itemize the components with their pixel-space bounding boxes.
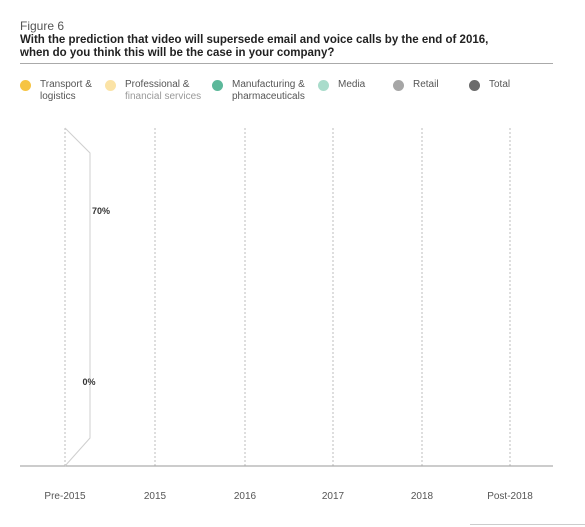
legend-label-transport-line2: logistics <box>40 91 76 102</box>
legend-item-professional: Professional & financial services <box>105 79 201 103</box>
legend-label-total: Total <box>489 79 511 90</box>
legend-item-media: Media <box>318 79 365 91</box>
legend-swatch-media <box>318 80 329 91</box>
chart-title: With the prediction that video will supe… <box>20 34 560 60</box>
chart-title-line-1: With the prediction that video will supe… <box>20 34 489 46</box>
x-tick-label-3: 2017 <box>322 491 345 502</box>
legend-item-transport: Transport & logistics <box>20 79 92 103</box>
legend-label-manufacturing-line1: Manufacturing & <box>232 79 305 90</box>
legend-swatch-retail <box>393 80 404 91</box>
page-bottom-rule <box>470 524 585 525</box>
legend-label-media: Media <box>338 79 366 90</box>
x-tick-label-5: Post-2018 <box>487 491 533 502</box>
series-transport-outline <box>64 127 91 467</box>
legend-label-professional-line1: Professional & <box>125 79 190 90</box>
legend-label-transport-line1: Transport & <box>40 79 92 90</box>
legend-label-professional-line2: financial services <box>125 91 202 102</box>
x-tick-label-4: 2018 <box>411 491 434 502</box>
data-label-70: 70% <box>92 206 110 216</box>
legend-swatch-total <box>469 80 480 91</box>
chart-title-line-2: when do you think this will be the case … <box>20 47 335 59</box>
legend-item-manufacturing: Manufacturing & pharmaceuticals <box>212 79 305 103</box>
x-tick-label-1: 2015 <box>144 491 167 502</box>
x-tick-label-0: Pre-2015 <box>44 491 86 502</box>
chart-legend: Transport & logistics Professional & fin… <box>0 0 585 110</box>
x-tick-label-2: 2016 <box>234 491 257 502</box>
legend-item-total: Total <box>469 79 510 91</box>
legend-swatch-transport <box>20 80 31 91</box>
data-label-0: 0% <box>82 377 95 387</box>
title-divider <box>20 63 553 64</box>
legend-swatch-professional <box>105 80 116 91</box>
figure-label: Figure 6 <box>20 19 65 33</box>
legend-label-retail: Retail <box>413 79 439 90</box>
legend-swatch-manufacturing <box>212 80 223 91</box>
legend-item-retail: Retail <box>393 79 439 91</box>
legend-label-manufacturing-line2: pharmaceuticals <box>232 91 305 102</box>
